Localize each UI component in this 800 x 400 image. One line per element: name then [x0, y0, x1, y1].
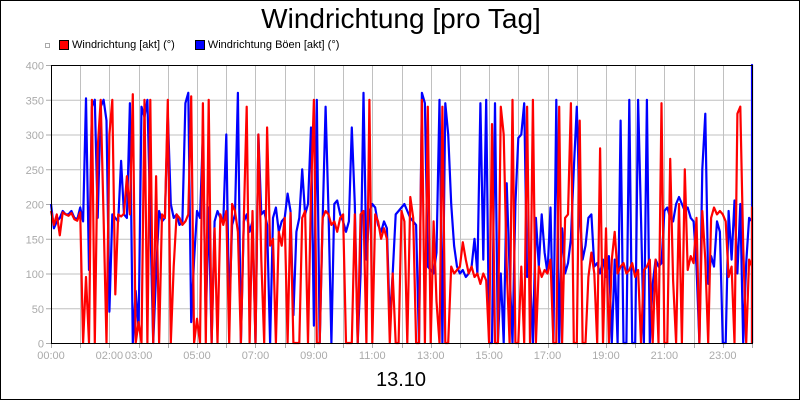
legend-swatch-blue-icon	[194, 40, 205, 50]
y-tick-label: 400	[26, 61, 44, 73]
date-label: 13.10	[375, 369, 427, 391]
x-tick-label: 15:00	[475, 350, 503, 362]
x-tick-label: 09:00	[300, 350, 328, 362]
legend-label: Windrichtung Böen [akt] (°)	[207, 39, 340, 51]
legend-label: Windrichtung [akt] (°)	[72, 39, 175, 51]
x-tick-label: 03:00	[125, 350, 153, 362]
x-tick-label: 11:00	[359, 350, 386, 362]
legend-item-windrichtung[interactable]: Windrichtung [akt] (°)	[59, 39, 175, 51]
y-tick-label: 300	[26, 130, 44, 142]
y-tick-label: 350	[26, 95, 44, 107]
legend: Windrichtung [akt] (°) Windrichtung Böen…	[45, 39, 359, 51]
y-tick-label: 200	[26, 200, 44, 212]
x-tick-label: 23:00	[709, 350, 737, 362]
y-tick-label: 100	[26, 269, 44, 281]
x-tick-label: 17:00	[534, 350, 562, 362]
plot-border	[51, 65, 753, 344]
x-tick-label: 05:00	[183, 350, 211, 362]
legend-swatch-red-icon	[59, 40, 69, 50]
x-tick-label: 00:00	[37, 350, 65, 362]
legend-toggle-icon[interactable]	[45, 42, 50, 48]
y-tick-label: 0	[38, 339, 44, 351]
x-tick-label: 13:00	[417, 350, 445, 362]
x-tick-label: 02:00	[96, 350, 124, 362]
x-tick-label: 19:00	[592, 350, 620, 362]
x-tick-label: 07:00	[242, 350, 270, 362]
legend-item-windrichtung-boeen[interactable]: Windrichtung Böen [akt] (°)	[194, 39, 340, 51]
y-tick-label: 150	[26, 234, 44, 246]
chart-title: Windrichtung [pro Tag]	[261, 3, 541, 34]
y-tick-label: 250	[26, 165, 44, 177]
y-tick-label: 50	[32, 304, 44, 316]
x-tick-label: 21:00	[651, 350, 679, 362]
